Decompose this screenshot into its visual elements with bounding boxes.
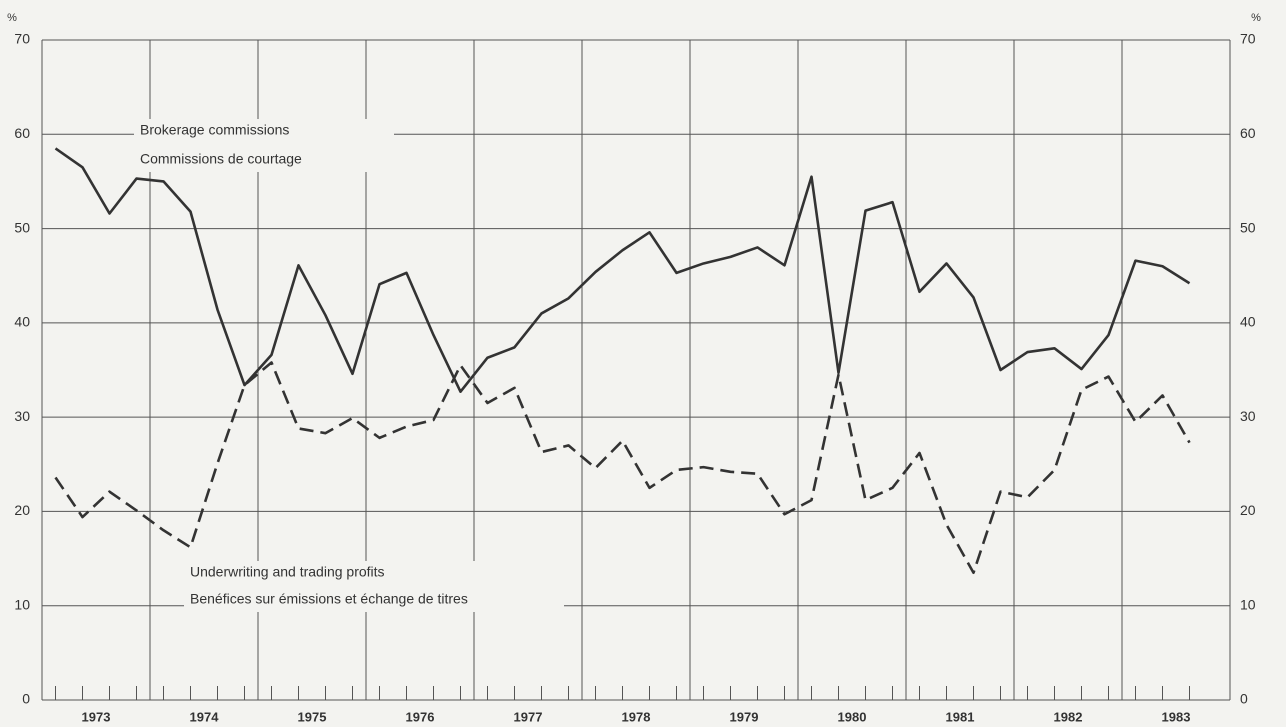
- series-label: Brokerage commissions: [140, 122, 289, 138]
- y2-tick-label: 10: [1240, 596, 1256, 612]
- y-tick-label: 70: [14, 31, 30, 47]
- series-label: Benéfices sur émissions et échange de ti…: [190, 591, 468, 607]
- series-line: [54, 147, 1191, 393]
- y-tick-label: 60: [14, 125, 30, 141]
- y2-tick-label: 70: [1240, 31, 1256, 47]
- y-tick-label: 0: [22, 691, 30, 707]
- y-tick-label: 40: [14, 314, 30, 330]
- x-tick-label: 1973: [82, 709, 111, 724]
- y-tick-label: 10: [14, 596, 30, 612]
- series-label: Commissions de courtage: [140, 151, 302, 167]
- x-tick-label: 1983: [1162, 709, 1191, 724]
- y-tick-label: 50: [14, 219, 30, 235]
- y-tick-label: 20: [14, 502, 30, 518]
- series-line: [54, 361, 1191, 575]
- x-tick-label: 1981: [946, 709, 975, 724]
- y2-tick-label: 40: [1240, 314, 1256, 330]
- x-tick-label: 1975: [298, 709, 327, 724]
- x-tick-label: 1982: [1054, 709, 1083, 724]
- y2-tick-label: 0: [1240, 691, 1248, 707]
- y2-tick-label: 50: [1240, 219, 1256, 235]
- x-tick-label: 1974: [190, 709, 220, 724]
- x-tick-label: 1978: [622, 709, 651, 724]
- label-bg: [184, 561, 564, 612]
- label-bg: [134, 119, 394, 172]
- series-label: Underwriting and trading profits: [190, 564, 385, 580]
- y-tick-label: 30: [14, 408, 30, 424]
- y2-tick-label: 20: [1240, 502, 1256, 518]
- x-tick-label: 1977: [514, 709, 543, 724]
- y2-tick-label: 30: [1240, 408, 1256, 424]
- x-tick-label: 1979: [730, 709, 759, 724]
- x-tick-label: 1976: [406, 709, 435, 724]
- y2-tick-label: 60: [1240, 125, 1256, 141]
- y2-axis-label: %: [1251, 12, 1261, 24]
- y-axis-label: %: [7, 12, 17, 24]
- x-tick-label: 1980: [838, 709, 867, 724]
